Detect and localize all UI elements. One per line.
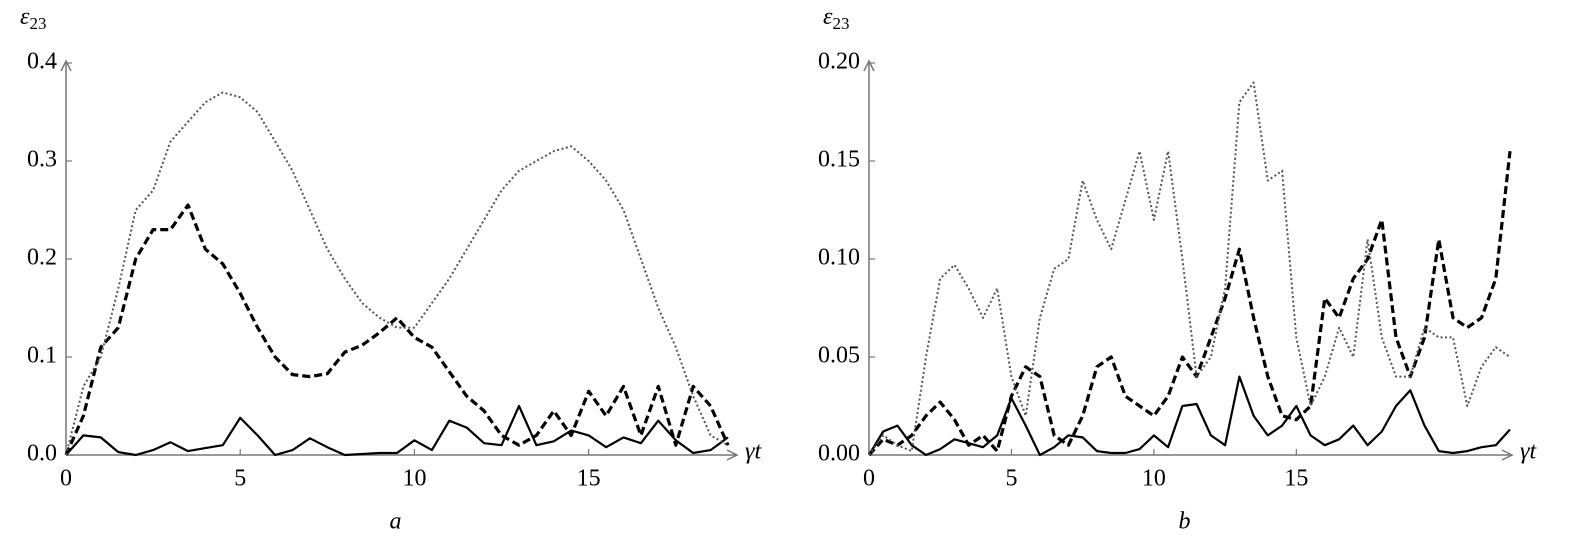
y-axis-arrow bbox=[60, 59, 72, 72]
y-tick-label: 0.15 bbox=[818, 147, 860, 173]
series-line bbox=[65, 91, 729, 456]
x-tick-label: 5 bbox=[1005, 466, 1017, 492]
y-tick-label: 0.3 bbox=[27, 147, 57, 173]
x-axis-arrow bbox=[1501, 449, 1514, 461]
panel-caption: b bbox=[1179, 509, 1191, 535]
y-axis-label-symbol: ε bbox=[20, 4, 30, 30]
series-line bbox=[868, 81, 1511, 456]
y-tick-label: 0.0 bbox=[27, 441, 57, 467]
x-axis-arrow bbox=[726, 449, 739, 461]
x-tick-label: 10 bbox=[402, 466, 426, 492]
y-tick-label: 0.00 bbox=[818, 441, 860, 467]
series-line bbox=[65, 404, 729, 457]
y-axis-label-subscript: 23 bbox=[29, 14, 46, 33]
x-axis-label: γt bbox=[1520, 439, 1537, 465]
y-axis-label-subscript: 23 bbox=[832, 14, 849, 33]
x-tick-label: 0 bbox=[60, 466, 72, 492]
x-tick-label: 15 bbox=[1284, 466, 1308, 492]
y-tick-label: 0.05 bbox=[818, 343, 860, 369]
y-tick-label: 0.2 bbox=[27, 245, 57, 271]
x-axis-label: γt bbox=[745, 439, 762, 465]
y-tick-label: 0.4 bbox=[27, 49, 57, 75]
x-tick-label: 15 bbox=[577, 466, 601, 492]
y-axis-label-symbol: ε bbox=[823, 4, 833, 30]
y-tick-label: 0.1 bbox=[27, 343, 57, 369]
y-tick-label: 0.10 bbox=[818, 245, 860, 271]
series-line bbox=[868, 375, 1511, 457]
series-line bbox=[867, 151, 1512, 457]
y-axis-label: ε23 bbox=[823, 4, 849, 33]
series-line bbox=[64, 203, 730, 456]
y-axis-arrow bbox=[863, 59, 875, 72]
x-tick-label: 10 bbox=[1142, 466, 1166, 492]
panel-caption: a bbox=[390, 509, 402, 535]
y-axis-label: ε23 bbox=[20, 4, 46, 33]
x-tick-label: 5 bbox=[234, 466, 246, 492]
x-tick-label: 0 bbox=[863, 466, 875, 492]
y-tick-label: 0.20 bbox=[818, 49, 860, 75]
